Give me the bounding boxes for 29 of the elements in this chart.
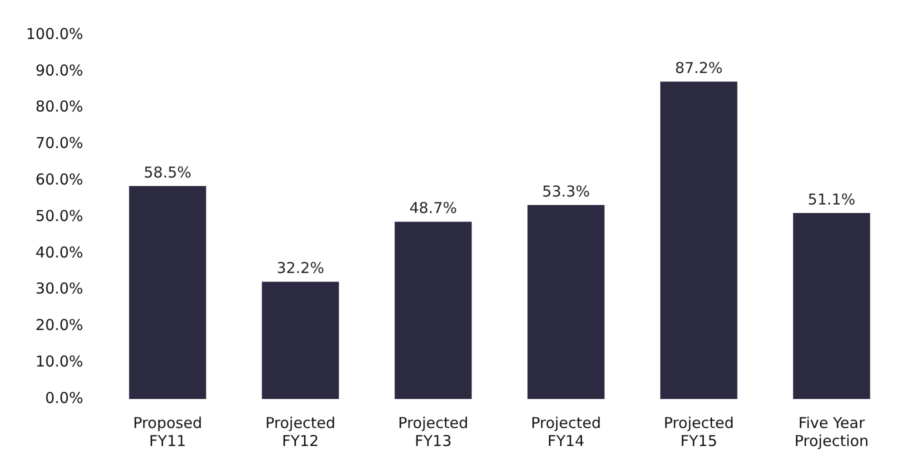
y-tick-label: 100.0% [26, 24, 84, 43]
bar [394, 222, 472, 399]
x-tick-label: Proposed FY11 [133, 414, 202, 450]
data-label: 48.7% [409, 199, 458, 218]
y-tick-label: 90.0% [36, 61, 84, 80]
data-label: 32.2% [276, 259, 324, 278]
bar [262, 282, 339, 399]
y-tick-label: 60.0% [36, 170, 84, 188]
x-tick-label: Projected FY14 [530, 414, 602, 450]
y-tick-label: 80.0% [36, 98, 84, 116]
y-tick-label: 70.0% [36, 134, 84, 152]
y-tick-label: 40.0% [36, 243, 84, 262]
y-tick-label: 10.0% [36, 352, 84, 370]
bar [527, 204, 605, 399]
x-tick-label: Five Year Projection [794, 414, 869, 450]
bar [793, 212, 870, 399]
data-label: 87.2% [674, 58, 723, 77]
x-tick-label: Projected FY13 [398, 414, 468, 450]
data-label: 51.1% [808, 190, 856, 208]
data-label: 58.5% [144, 163, 192, 182]
y-tick-label: 30.0% [36, 280, 84, 298]
y-tick-label: 50.0% [36, 206, 84, 225]
x-tick-label: Projected FY12 [265, 414, 336, 450]
x-tick-label: Projected FY15 [664, 414, 734, 450]
bar [129, 186, 206, 399]
y-tick-label: 0.0% [45, 388, 84, 407]
bar [660, 82, 738, 399]
y-tick-label: 20.0% [36, 316, 84, 334]
data-label: 53.3% [542, 182, 590, 200]
